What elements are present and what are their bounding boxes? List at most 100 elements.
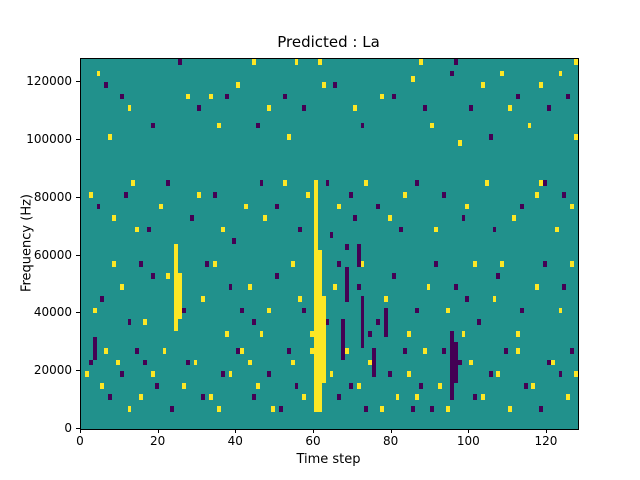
heatmap-cell [150, 272, 155, 279]
heatmap-cell [232, 238, 237, 244]
heatmap-cell [131, 180, 136, 187]
heatmap-cell [154, 382, 159, 389]
heatmap-cell [201, 394, 206, 401]
heatmap-cell [414, 307, 419, 314]
heatmap-cell [422, 348, 427, 354]
heatmap-cell [189, 215, 194, 221]
heatmap-cell [379, 93, 384, 100]
heatmap-cell [453, 284, 458, 291]
heatmap-cell [558, 371, 563, 377]
y-tick-label: 0 [64, 421, 72, 435]
heatmap-cell [181, 307, 186, 314]
heatmap-cell [147, 226, 151, 233]
heatmap-cell [356, 244, 361, 268]
heatmap-cell [356, 284, 361, 291]
heatmap-cell [515, 330, 520, 337]
heatmap-cell [119, 93, 124, 100]
heatmap-cell [376, 319, 380, 325]
heatmap-cell [96, 203, 101, 210]
heatmap-cell [127, 319, 132, 325]
heatmap-cell [570, 261, 575, 268]
heatmap-cell [519, 307, 524, 314]
x-tick-mark [545, 429, 547, 433]
heatmap-cell [263, 215, 268, 221]
y-tick-label: 80000 [33, 189, 72, 204]
heatmap-cell [527, 122, 532, 129]
x-tick-mark [80, 429, 81, 433]
heatmap-cell [469, 359, 474, 366]
heatmap-cell [356, 382, 361, 389]
heatmap-cell [325, 319, 330, 325]
heatmap-cell [329, 232, 334, 239]
heatmap-cell [403, 348, 408, 354]
heatmap-cell [376, 203, 380, 210]
heatmap-cell [426, 284, 431, 291]
heatmap-cell [531, 382, 536, 389]
heatmap-cell [337, 261, 342, 268]
heatmap-cell [496, 272, 501, 279]
heatmap-cell [469, 105, 474, 112]
heatmap-cell [112, 261, 116, 268]
heatmap-cell [570, 203, 575, 210]
heatmap-cell [119, 371, 124, 377]
heatmap-cell [442, 191, 446, 198]
heatmap-cell [554, 226, 559, 233]
heatmap-cell [100, 296, 105, 302]
heatmap-cell [279, 405, 283, 412]
heatmap-cell [546, 359, 551, 366]
heatmap-cell [247, 284, 252, 291]
x-axis-label: Time step [296, 452, 361, 467]
heatmap-cell [298, 296, 303, 302]
heatmap-cell [449, 330, 454, 401]
x-tick-mark [312, 429, 314, 433]
heatmap-cell [453, 342, 458, 383]
heatmap-cell [360, 122, 365, 129]
heatmap-cell [387, 371, 392, 377]
heatmap-cell [550, 359, 555, 366]
heatmap-cell [543, 180, 547, 187]
heatmap-cell [104, 348, 109, 354]
heatmap-cell [174, 244, 179, 331]
heatmap-cell [251, 319, 256, 325]
heatmap-cell [143, 319, 147, 325]
heatmap-cell [201, 296, 206, 302]
heatmap-cell [298, 226, 303, 233]
heatmap-cell [290, 359, 295, 366]
heatmap-cell [430, 405, 435, 412]
heatmap-cell [414, 180, 419, 187]
heatmap-cell [240, 307, 245, 314]
x-tick-mark [157, 429, 159, 433]
heatmap-cell [290, 261, 295, 268]
heatmap-cell [570, 348, 575, 354]
heatmap-cell [286, 348, 291, 354]
heatmap-cell [508, 105, 512, 112]
heatmap-cell [213, 261, 217, 268]
heatmap-cell [453, 59, 458, 65]
heatmap-cell [135, 226, 140, 233]
y-tick-label: 60000 [33, 247, 72, 262]
heatmap-cell [434, 226, 439, 233]
heatmap-cell [185, 93, 190, 100]
y-tick-label: 20000 [33, 363, 72, 378]
heatmap-cell [465, 296, 470, 302]
heatmap-cell [422, 105, 427, 112]
x-tick-label: 20 [150, 434, 166, 448]
heatmap-cell [430, 122, 435, 129]
heatmap-cell [399, 226, 404, 233]
heatmap-cell [112, 215, 116, 221]
y-tick-mark [76, 370, 80, 372]
heatmap-cell [127, 105, 132, 112]
heatmap-cell [158, 203, 163, 210]
heatmap-cell [391, 93, 396, 100]
heatmap-cell [558, 307, 563, 314]
heatmap-cell [574, 59, 578, 65]
heatmap-cell [492, 226, 497, 233]
y-tick-mark [76, 312, 80, 314]
heatmap-cell [345, 267, 349, 302]
heatmap-cell [515, 93, 520, 100]
heatmap-cell [473, 394, 478, 401]
heatmap-cell [282, 180, 287, 187]
heatmap-cell [504, 348, 509, 354]
y-tick-mark [76, 81, 80, 83]
heatmap-cell [178, 59, 182, 65]
